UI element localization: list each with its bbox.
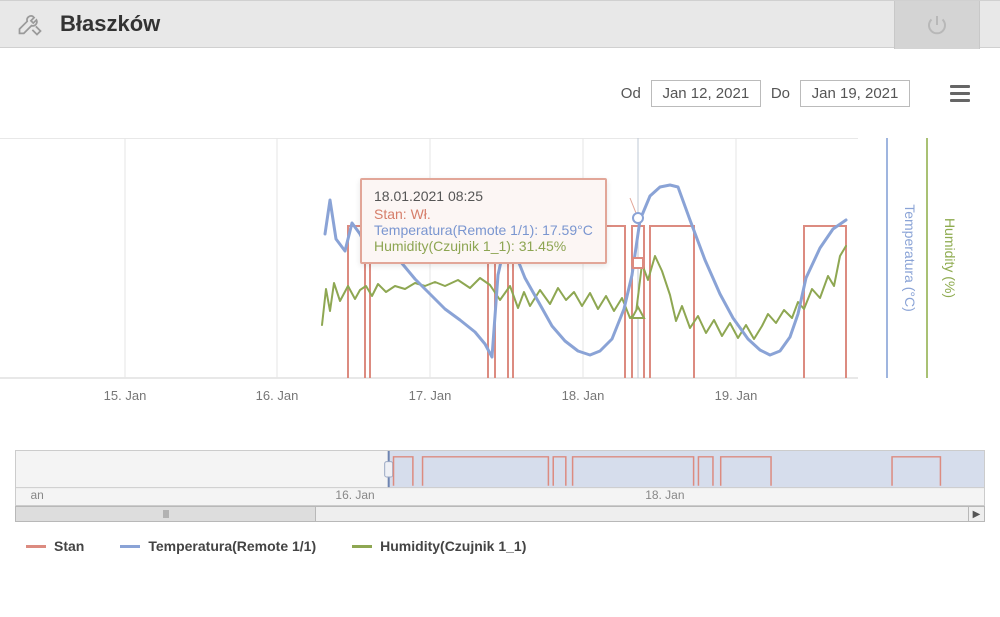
svg-text:17. Jan: 17. Jan <box>409 388 452 403</box>
app-header: Błaszków <box>0 0 1000 48</box>
page-title: Błaszków <box>60 11 160 37</box>
chart-navigator[interactable]: an 16. Jan 18. Jan ▶ <box>0 450 1000 522</box>
svg-text:16. Jan: 16. Jan <box>256 388 299 403</box>
legend-label: Stan <box>54 538 84 554</box>
legend-label: Temperatura(Remote 1/1) <box>148 538 316 554</box>
svg-text:15. Jan: 15. Jan <box>104 388 147 403</box>
svg-text:an: an <box>31 489 44 502</box>
svg-text:16. Jan: 16. Jan <box>335 489 374 502</box>
tooltip-temperature: Temperatura(Remote 1/1): 17.59°C <box>374 222 593 238</box>
from-label: Od <box>621 85 641 102</box>
scrollbar-thumb[interactable] <box>16 507 316 521</box>
svg-text:Temperatura (°C): Temperatura (°C) <box>902 204 918 312</box>
svg-text:Humidity (%): Humidity (%) <box>942 218 958 298</box>
tooltip-stan: Stan: Wł. <box>374 206 593 222</box>
legend-item-stan[interactable]: Stan <box>26 538 84 554</box>
legend-item-temp[interactable]: Temperatura(Remote 1/1) <box>120 538 316 554</box>
svg-text:19. Jan: 19. Jan <box>715 388 758 403</box>
tooltip-datetime: 18.01.2021 08:25 <box>374 188 593 204</box>
navigator-scrollbar[interactable]: ▶ <box>15 506 985 522</box>
legend-label: Humidity(Czujnik 1_1) <box>380 538 526 554</box>
svg-text:18. Jan: 18. Jan <box>645 489 684 502</box>
svg-text:18. Jan: 18. Jan <box>562 388 605 403</box>
legend-item-hum[interactable]: Humidity(Czujnik 1_1) <box>352 538 526 554</box>
date-range-row: Od Jan 12, 2021 Do Jan 19, 2021 <box>0 48 1000 138</box>
scrollbar-right-arrow[interactable]: ▶ <box>968 507 984 521</box>
chart-tooltip: 18.01.2021 08:25 Stan: Wł. Temperatura(R… <box>360 178 607 264</box>
legend-swatch <box>26 545 46 548</box>
to-date-input[interactable]: Jan 19, 2021 <box>800 80 910 107</box>
tooltip-humidity: Humidity(Czujnik 1_1): 31.45% <box>374 238 593 254</box>
main-chart[interactable]: 15. Jan 16. Jan 17. Jan 18. Jan 19. Jan Tempe… <box>0 138 1000 438</box>
tools-icon[interactable] <box>0 10 60 38</box>
power-button[interactable] <box>894 1 980 49</box>
legend-swatch <box>120 545 140 548</box>
legend-swatch <box>352 545 372 548</box>
chart-legend: Stan Temperatura(Remote 1/1) Humidity(Czuj… <box>0 522 1000 570</box>
chart-menu-icon[interactable] <box>950 85 970 102</box>
to-label: Do <box>771 85 790 102</box>
from-date-input[interactable]: Jan 12, 2021 <box>651 80 761 107</box>
